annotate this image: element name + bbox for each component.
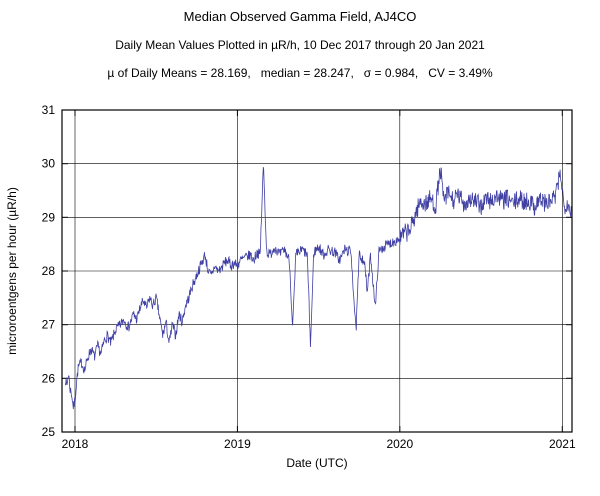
chart-stats-line: µ of Daily Means = 28.169, median = 28.2… — [107, 66, 493, 80]
y-tick-label: 27 — [42, 318, 56, 332]
x-tick-label: 2020 — [386, 437, 413, 451]
y-tick-label: 30 — [42, 157, 56, 171]
chart-title: Median Observed Gamma Field, AJ4CO — [183, 9, 417, 24]
y-tick-label: 29 — [42, 210, 56, 224]
y-tick-label: 26 — [42, 371, 56, 385]
y-tick-label: 28 — [42, 264, 56, 278]
x-tick-label: 2018 — [62, 437, 89, 451]
x-axis-label: Date (UTC) — [286, 456, 347, 470]
data-series-line — [64, 167, 572, 410]
y-tick-label: 31 — [42, 103, 56, 117]
x-tick-label: 2021 — [549, 437, 576, 451]
chart-subtitle: Daily Mean Values Plotted in µR/h, 10 De… — [115, 38, 485, 52]
y-tick-label: 25 — [42, 425, 56, 439]
y-axis-label: microroentgens per hour (µR/h) — [5, 187, 19, 355]
x-tick-label: 2019 — [224, 437, 251, 451]
